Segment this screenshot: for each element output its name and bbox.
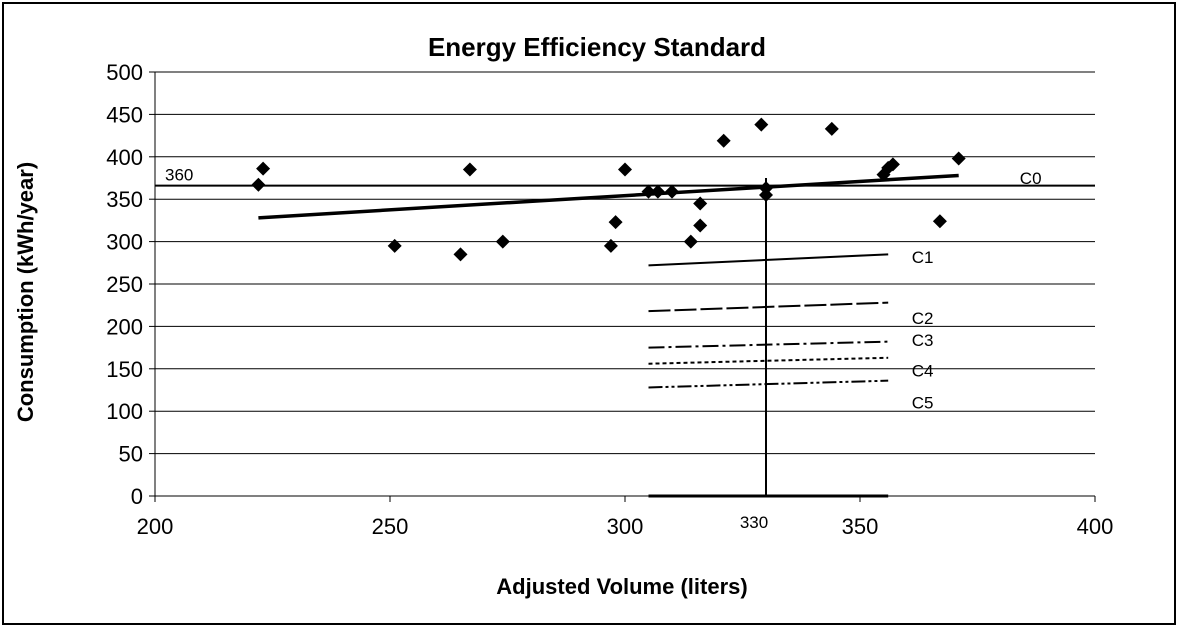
y-tick-label: 150 [106, 357, 143, 382]
series-label-c0: C0 [1020, 169, 1042, 188]
data-point [683, 234, 698, 249]
y-tick-label: 250 [106, 272, 143, 297]
x-tick-label: 250 [372, 514, 409, 539]
data-point [693, 218, 708, 233]
standard-line-c3 [648, 340, 889, 349]
data-point [932, 214, 947, 229]
lines [155, 173, 1095, 498]
data-point [251, 177, 266, 192]
y-tick-label: 400 [106, 145, 143, 170]
series-label-c4: C4 [912, 361, 934, 380]
x-tick-label: 200 [137, 514, 174, 539]
data-point [885, 157, 900, 172]
data-point [641, 184, 656, 199]
y-tick-label: 300 [106, 230, 143, 255]
axes [149, 71, 1096, 502]
series-label-c2: C2 [912, 309, 934, 328]
y-tick-label: 50 [119, 442, 143, 467]
chart-title: Energy Efficiency Standard [428, 32, 766, 62]
x-tick-label: 300 [607, 514, 644, 539]
gridlines [155, 71, 1095, 455]
y-tick-label: 0 [131, 484, 143, 509]
data-point [387, 238, 402, 253]
data-point [824, 121, 839, 136]
reference-label-vertical: 330 [740, 513, 768, 532]
x-axis-label: Adjusted Volume (liters) [496, 574, 747, 599]
x-tick-label: 400 [1077, 514, 1114, 539]
data-point [608, 215, 623, 230]
data-points [251, 117, 966, 262]
trend-line-c0 [258, 173, 959, 220]
data-point [650, 184, 665, 199]
data-point [462, 162, 477, 177]
data-point [759, 187, 773, 202]
y-tick-label: 450 [106, 102, 143, 127]
data-point [951, 151, 966, 166]
standard-line-c2 [648, 301, 889, 313]
data-point [665, 184, 679, 199]
data-point [716, 133, 731, 148]
data-point [618, 162, 632, 177]
chart-frame [2, 2, 1176, 625]
series-label-c5: C5 [912, 394, 934, 413]
data-point [754, 117, 769, 132]
reference-label-horizontal: 360 [165, 166, 193, 185]
data-point [495, 234, 510, 249]
data-point [256, 161, 271, 176]
y-tick-label: 200 [106, 314, 143, 339]
data-point [453, 247, 468, 262]
data-point [603, 238, 618, 253]
x-tick-label: 350 [842, 514, 879, 539]
standard-line-c4 [648, 356, 889, 365]
y-axis-label: Consumption (kWh/year) [13, 162, 38, 422]
series-label-c3: C3 [912, 331, 934, 350]
standard-line-c1 [648, 253, 889, 267]
series-label-c1: C1 [912, 248, 934, 267]
y-tick-label: 500 [106, 60, 143, 85]
y-tick-label: 100 [106, 399, 143, 424]
standard-line-c5 [648, 379, 889, 389]
y-tick-label: 350 [106, 187, 143, 212]
data-point [693, 196, 708, 211]
annotations: 360 330 C0 C1 C2 C3 C4 C5 [165, 166, 1042, 532]
